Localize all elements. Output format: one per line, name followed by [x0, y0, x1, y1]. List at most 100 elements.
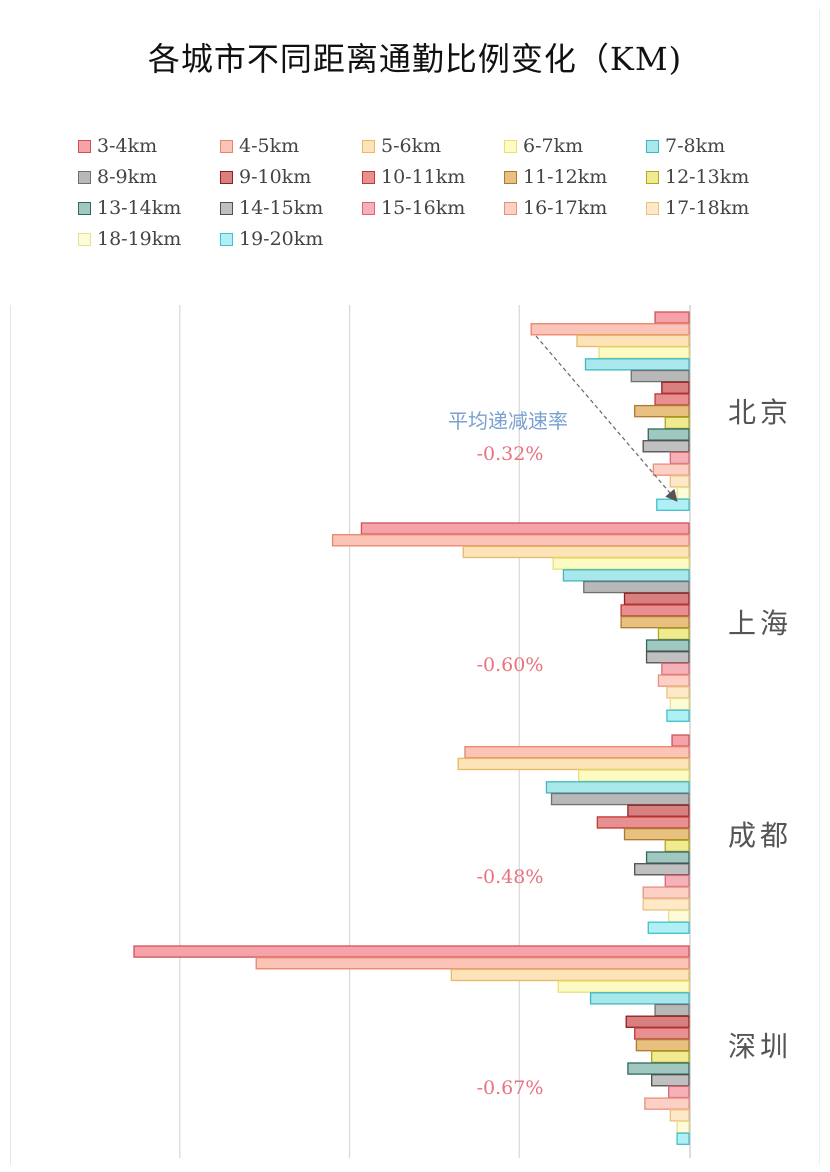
bar	[661, 662, 690, 676]
bar	[666, 686, 690, 699]
legend-swatch	[646, 201, 659, 215]
legend-label: 5-6km	[381, 135, 442, 157]
frame-border-right	[819, 10, 820, 1165]
legend-item: 13-14km	[78, 197, 181, 219]
legend-item: 9-10km	[220, 166, 311, 188]
bar	[331, 534, 690, 547]
bar	[667, 1085, 690, 1099]
legend-swatch	[78, 170, 91, 184]
bar	[669, 475, 690, 488]
bar	[623, 592, 690, 605]
legend-swatch	[646, 170, 659, 184]
bar	[133, 945, 690, 958]
legend-item: 18-19km	[78, 228, 181, 250]
legend-item: 10-11km	[362, 166, 465, 188]
legend-label: 19-20km	[239, 228, 324, 250]
bar	[654, 1003, 690, 1017]
category-label: 北京	[728, 396, 792, 429]
bar	[669, 451, 690, 465]
bar	[642, 886, 690, 899]
bar	[657, 627, 690, 641]
legend-item: 16-17km	[504, 197, 607, 219]
bar	[666, 709, 690, 722]
bar	[664, 416, 690, 430]
trend-arrow	[535, 335, 678, 502]
category-label: 深圳	[728, 1030, 792, 1063]
legend-swatch	[504, 201, 517, 215]
legend-label: 17-18km	[665, 197, 750, 219]
legend-item: 5-6km	[362, 135, 441, 157]
annotation-label: 平均递减速率	[448, 409, 568, 433]
bar	[562, 569, 690, 582]
bar	[552, 557, 690, 570]
bar	[654, 393, 690, 406]
legend-item: 4-5km	[220, 135, 299, 157]
bar	[664, 839, 690, 853]
bar	[651, 1050, 690, 1064]
legend-swatch	[220, 201, 233, 215]
bar	[647, 921, 690, 934]
legend-item: 8-9km	[78, 166, 157, 188]
bar	[630, 369, 690, 383]
avg-rate-label: -0.67%	[477, 1077, 544, 1099]
bar	[676, 1132, 690, 1145]
legend-label: 6-7km	[523, 135, 584, 157]
category-label: 上海	[728, 607, 792, 640]
legend-label: 13-14km	[97, 197, 182, 219]
legend-swatch	[78, 201, 91, 215]
bar	[634, 404, 690, 418]
bar	[676, 486, 690, 500]
bar	[620, 604, 690, 617]
avg-rate-label: -0.60%	[477, 654, 544, 676]
bar	[627, 804, 690, 817]
bar	[584, 358, 690, 371]
bar	[583, 580, 690, 594]
bar	[623, 827, 690, 841]
legend-swatch	[220, 139, 233, 153]
bar	[644, 1097, 690, 1110]
legend-item: 11-12km	[504, 166, 607, 188]
legend-item: 7-8km	[646, 135, 725, 157]
legend-item: 15-16km	[362, 197, 465, 219]
legend-label: 16-17km	[523, 197, 608, 219]
bar	[664, 874, 690, 888]
bar	[360, 522, 690, 535]
bar	[652, 463, 690, 476]
bar	[589, 992, 690, 1005]
avg-rate-label: -0.48%	[477, 866, 544, 888]
bar	[578, 769, 690, 782]
legend-label: 18-19km	[97, 228, 182, 250]
bar	[642, 898, 690, 911]
legend-label: 7-8km	[665, 135, 726, 157]
bar	[464, 746, 690, 759]
bar	[620, 615, 690, 629]
legend-label: 12-13km	[665, 166, 750, 188]
bar	[462, 545, 690, 559]
bar	[598, 346, 690, 359]
bar	[255, 957, 690, 970]
bar	[656, 498, 690, 511]
legend-item: 17-18km	[646, 197, 749, 219]
legend-label: 9-10km	[239, 166, 312, 188]
legend-label: 11-12km	[523, 166, 608, 188]
legend-item: 12-13km	[646, 166, 749, 188]
bar	[642, 440, 690, 453]
bar	[671, 734, 690, 747]
legend-item: 3-4km	[78, 135, 157, 157]
legend-label: 4-5km	[239, 135, 300, 157]
bar	[654, 311, 690, 324]
bar	[450, 968, 690, 982]
legend-swatch	[78, 139, 91, 153]
bar	[634, 1027, 690, 1040]
bar	[667, 909, 690, 923]
legend-swatch	[362, 139, 375, 153]
bar	[645, 651, 690, 664]
bar	[676, 1120, 690, 1134]
bar	[661, 381, 690, 394]
bar	[651, 1074, 690, 1087]
frame-border-left	[10, 305, 11, 1165]
legend-swatch	[646, 139, 659, 153]
bar	[545, 781, 690, 794]
legend-label: 10-11km	[381, 166, 466, 188]
legend-label: 15-16km	[381, 197, 466, 219]
